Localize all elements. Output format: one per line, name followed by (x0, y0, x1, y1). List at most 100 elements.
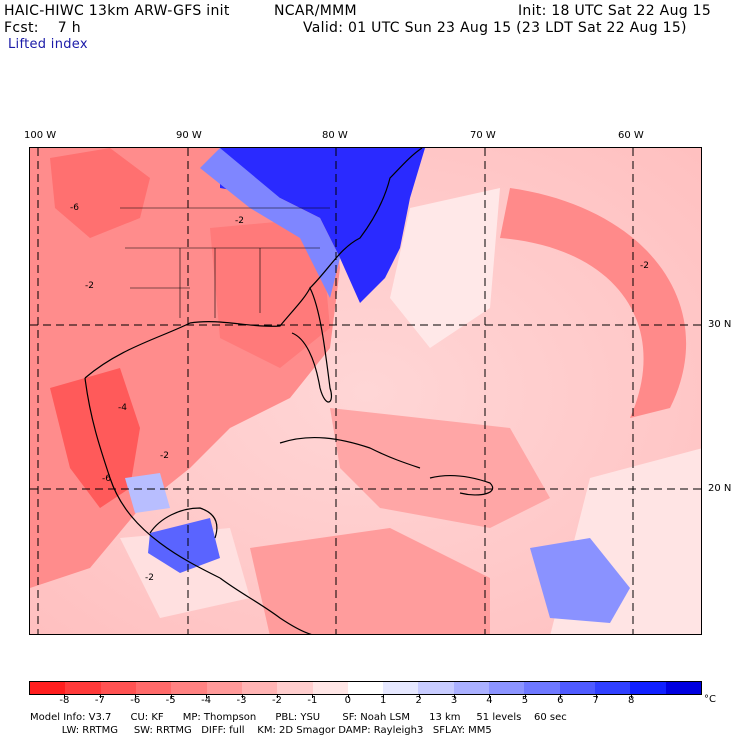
contour-label: -4 (118, 403, 127, 413)
warm-region-texas (50, 368, 140, 508)
colorbar-unit: °C (704, 694, 716, 705)
footer-physics-info: LW: RRTMG SW: RRTMG DIFF: full KM: 2D Sm… (30, 725, 492, 736)
lon-label-100w: 100 W (24, 130, 57, 141)
colorbar-tick-mark (524, 694, 526, 698)
warm-region-north (50, 148, 150, 238)
colorbar-tick-label: -1 (307, 695, 318, 706)
colorbar-tick-mark (135, 694, 137, 698)
colorbar-tick-label: -2 (271, 695, 282, 706)
colorbar-tick-label: -7 (94, 695, 105, 706)
colorbar-swatch (277, 682, 313, 694)
colorbar-tick-label: 8 (627, 695, 635, 706)
colorbar-tick-mark (206, 694, 208, 698)
colorbar-tick-mark (276, 694, 278, 698)
lon-label-70w: 70 W (470, 130, 496, 141)
colorbar-tick-label: 2 (415, 695, 422, 706)
warm-patches-caribbean (330, 408, 550, 528)
contour-label: -2 (235, 216, 244, 226)
colorbar-tick-mark (64, 694, 66, 698)
contour-label: -2 (85, 281, 94, 291)
contour-labels: -6 -2 -2 -4 -2 -6 -2 -2 (70, 203, 649, 583)
colorbar-tick-label: 1 (380, 695, 387, 706)
lat-label-20n: 20 N (708, 483, 732, 494)
valid-time: Valid: 01 UTC Sun 23 Aug 15 (23 LDT Sat … (303, 20, 687, 36)
colorbar-swatch (665, 682, 701, 694)
coastlines (84, 148, 494, 634)
colorbar-tick-mark (347, 694, 349, 698)
colorbar-swatch (595, 682, 631, 694)
colorbar-tick-mark (454, 694, 456, 698)
colorbar-tick-mark (312, 694, 314, 698)
colorbar-swatch (630, 682, 666, 694)
colorbar-tick-label: 7 (592, 695, 599, 706)
central-america-coast (219, 577, 312, 634)
yucatan-coast (149, 507, 218, 539)
stable-zone-northeast (220, 148, 425, 303)
colorbar-tick-label: 4 (486, 695, 493, 706)
colorbar-tick-label: -8 (59, 695, 70, 706)
cuba-coast (279, 436, 421, 469)
colorbar-swatch (524, 682, 560, 694)
org-label: NCAR/MMM (274, 3, 357, 19)
lat-label-30n: 30 N (708, 319, 732, 330)
neutral-zone-atlantic (390, 188, 500, 348)
warm-band-atlantic (500, 188, 687, 418)
colorbar-tick-label: 6 (557, 695, 564, 706)
colorbar-tick-mark (631, 694, 633, 698)
colorbar-swatch (453, 682, 490, 694)
lat-lon-grid (30, 148, 701, 634)
init-time: Init: 18 UTC Sat 22 Aug 15 (518, 3, 712, 19)
colorbar-swatch (489, 682, 525, 694)
lon-label-90w: 90 W (176, 130, 202, 141)
colorbar-swatch (559, 682, 595, 694)
us-east-coast (309, 148, 423, 289)
colorbar-tick-mark (383, 694, 385, 698)
contour-label: -2 (145, 573, 154, 583)
warm-region-south (250, 528, 490, 634)
lon-label-80w: 80 W (322, 130, 348, 141)
colorbar-swatch (206, 682, 242, 694)
contour-label: -2 (160, 451, 169, 461)
colorbar-swatch (312, 682, 348, 694)
colorbar-swatch (100, 682, 136, 694)
colorbar-swatch (241, 682, 278, 694)
lifted-index-map: -6 -2 -2 -4 -2 -6 -2 -2 (29, 147, 702, 635)
contour-label: -2 (640, 261, 649, 271)
colorbar-tick-label: -4 (201, 695, 212, 706)
stable-zone-caribbean-east (530, 538, 630, 623)
colorbar-swatch (347, 682, 384, 694)
colorbar-tick-mark (99, 694, 101, 698)
contour-label: -6 (102, 474, 111, 484)
colorbar-tick-label: 5 (521, 695, 529, 706)
colorbar (29, 681, 702, 695)
colorbar-tick-mark (170, 694, 172, 698)
colorbar-tick-mark (560, 694, 562, 698)
colorbar-tick-mark (418, 694, 420, 698)
colorbar-tick-mark (241, 694, 243, 698)
footer-model-info: Model Info: V3.7 CU: KF MP: Thompson PBL… (30, 712, 567, 723)
us-gulf-coast (84, 286, 332, 403)
colorbar-tick-label: 3 (450, 695, 458, 706)
colorbar-tick-label: -5 (165, 695, 176, 706)
colorbar-tick-mark (595, 694, 597, 698)
colorbar-swatch (135, 682, 172, 694)
colorbar-swatch (30, 682, 66, 694)
model-title: HAIC-HIWC 13km ARW-GFS init (4, 3, 230, 19)
colorbar-tick-label: -6 (130, 695, 141, 706)
state-borders (120, 207, 330, 318)
colorbar-tick-label: 0 (344, 695, 351, 706)
colorbar-tick-label: -3 (236, 695, 247, 706)
colorbar-swatch (383, 682, 419, 694)
colorbar-swatch (65, 682, 101, 694)
contour-label: -6 (70, 203, 79, 213)
field-name: Lifted index (8, 37, 88, 52)
stable-patches-mexico (125, 473, 170, 513)
mexico-coast (84, 377, 221, 579)
forecast-hour: Fcst: 7 h (4, 20, 81, 36)
warm-region-southeast (210, 218, 330, 368)
stable-zone-northeast-edge (200, 148, 340, 298)
map-canvas: -6 -2 -2 -4 -2 -6 -2 -2 (30, 148, 701, 634)
colorbar-swatch (418, 682, 454, 694)
lon-label-60w: 60 W (618, 130, 644, 141)
colorbar-tick-mark (489, 694, 491, 698)
